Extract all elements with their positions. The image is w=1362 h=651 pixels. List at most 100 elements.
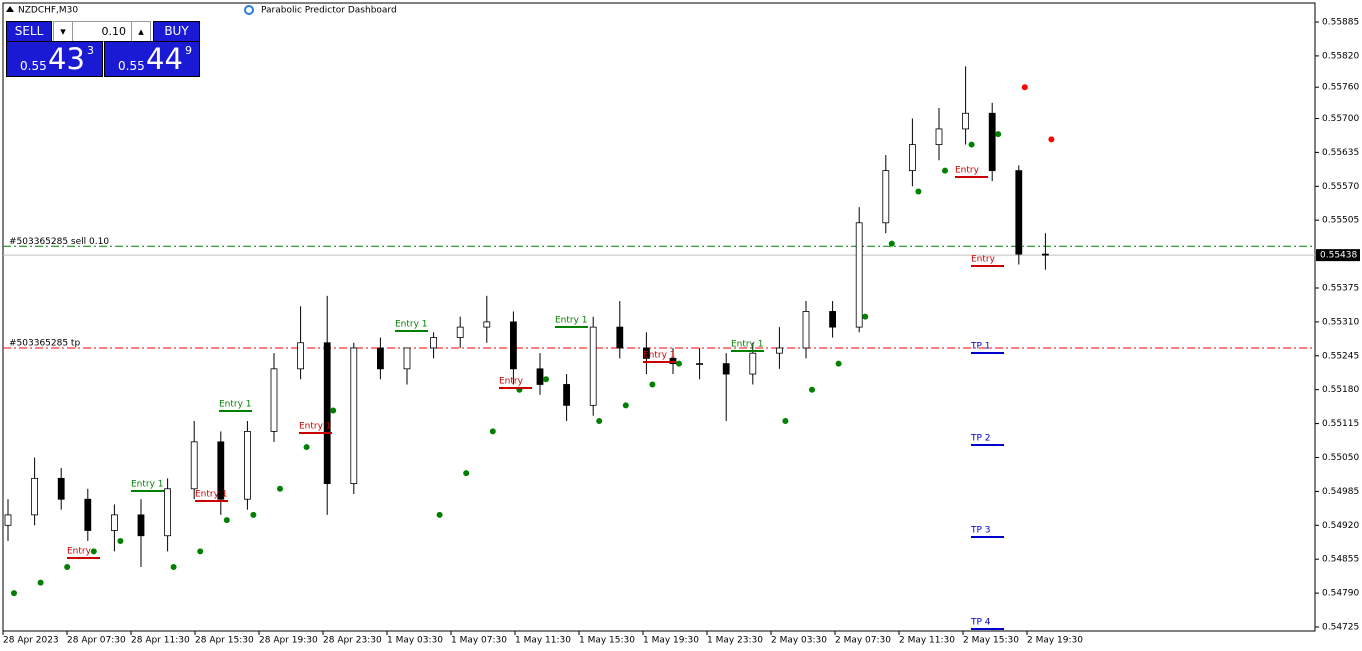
symbol: NZDCHF,M30 (18, 6, 78, 16)
annotation: Entry 1 (131, 480, 164, 490)
candle-body (643, 347, 650, 359)
y-tick-label: 0.55245 (1322, 351, 1359, 361)
candle-body (1015, 170, 1023, 255)
ask-small: 9 (185, 44, 192, 57)
sar-dot (170, 564, 177, 571)
y-tick-label: 0.55885 (1322, 18, 1359, 28)
annotation: Entry 1 (555, 316, 588, 326)
sar-dot (436, 511, 443, 518)
sar-dot (303, 444, 310, 451)
candle-body (403, 347, 411, 370)
candle-body (909, 144, 916, 172)
sar-dot (888, 240, 895, 247)
candle-body (84, 498, 92, 531)
y-tick-label: 0.54920 (1322, 521, 1359, 531)
annotation: Entry 1 (643, 351, 676, 361)
sar-dot (250, 511, 257, 518)
candle-body (935, 128, 943, 145)
sar-dot (622, 402, 629, 409)
x-tick-label: 28 Apr 07:30 (67, 636, 126, 646)
sar-dot (862, 313, 869, 320)
ask-big: 44 (146, 42, 183, 76)
sar-dot (37, 579, 44, 586)
annotation: TP 4 (970, 618, 991, 628)
sar-dot (90, 548, 97, 555)
sell-button[interactable]: SELL (6, 21, 52, 42)
order-label: #503365285 tp (9, 338, 80, 348)
bid-small: 3 (87, 44, 94, 57)
sar-dot (117, 537, 124, 544)
candle-body (589, 326, 597, 406)
sar-dot (277, 485, 283, 492)
candle-body (509, 321, 517, 370)
candle-body (297, 342, 305, 370)
x-tick-label: 28 Apr 19:30 (259, 636, 318, 646)
y-tick-label: 0.55375 (1322, 283, 1359, 293)
candle-body (376, 347, 384, 370)
x-tick-label: 1 May 07:30 (451, 636, 507, 646)
price-box (1316, 249, 1360, 262)
annotation: Entry (971, 255, 996, 265)
sar-dot (197, 548, 204, 555)
x-tick-label: 1 May 19:30 (643, 636, 699, 646)
annotation: TP 1 (970, 342, 991, 352)
sar-dot (649, 381, 656, 388)
x-tick-label: 1 May 23:30 (707, 636, 763, 646)
plot-frame (2, 2, 1316, 632)
ask-box[interactable]: 0.55 44 9 (104, 41, 200, 77)
sar-dot (1021, 84, 1028, 91)
x-tick-label: 1 May 03:30 (387, 636, 443, 646)
y-tick-label: 0.55310 (1322, 317, 1359, 327)
lot-control: ▾ 0.10 ▴ (53, 21, 151, 42)
y-tick-label: 0.55700 (1322, 114, 1359, 124)
annotation: Entry 1 (395, 320, 428, 330)
x-tick-label: 1 May 11:30 (515, 636, 571, 646)
y-tick-label: 0.55180 (1322, 385, 1359, 395)
candle-body (137, 514, 145, 537)
x-tick-label: 28 Apr 23:30 (323, 636, 382, 646)
x-tick-label: 2 May 07:30 (835, 636, 891, 646)
candle-body (323, 342, 331, 484)
x-tick-label: 28 Apr 2023 (3, 636, 59, 646)
sar-dot (995, 131, 1002, 138)
candle-body (962, 112, 969, 130)
candle-body (802, 311, 810, 349)
x-tick-label: 1 May 15:30 (579, 636, 635, 646)
annotation: Entry 1 (195, 490, 228, 500)
candle-body (749, 352, 757, 375)
candle-body (430, 337, 438, 349)
ask-prefix: 0.55 (118, 59, 145, 73)
indicator-name: Parabolic Predictor Dashboard (261, 6, 397, 16)
sar-dot (223, 517, 230, 524)
bid-box[interactable]: 0.55 43 3 (6, 41, 103, 77)
candle-body (483, 321, 491, 328)
x-tick-label: 28 Apr 15:30 (195, 636, 254, 646)
x-tick-label: 2 May 15:30 (963, 636, 1019, 646)
lot-up[interactable]: ▴ (131, 22, 150, 41)
y-tick-label: 0.55820 (1322, 51, 1359, 61)
candle-body (270, 368, 278, 432)
lot-down[interactable]: ▾ (54, 22, 73, 41)
candle-body (57, 477, 65, 500)
sar-dot (676, 360, 682, 367)
candle-body (217, 441, 225, 500)
candle-body (882, 170, 890, 224)
sar-dot (809, 386, 815, 393)
sar-dot (330, 407, 337, 414)
lot-input[interactable]: 0.10 (101, 25, 127, 38)
y-tick-label: 0.55570 (1322, 182, 1359, 192)
sar-dot (11, 590, 17, 597)
annotation: Entry 1 (219, 400, 252, 410)
candle-body (456, 326, 464, 338)
candle-body (829, 311, 836, 328)
sar-dot (782, 417, 789, 424)
y-tick-label: 0.55760 (1322, 83, 1359, 93)
buy-button[interactable]: BUY (153, 21, 200, 42)
annotation: TP 3 (970, 526, 991, 536)
y-tick-label: 0.55115 (1322, 419, 1359, 429)
candle-body (616, 326, 624, 349)
candle-body (1042, 253, 1049, 256)
x-tick-label: 2 May 03:30 (771, 636, 827, 646)
